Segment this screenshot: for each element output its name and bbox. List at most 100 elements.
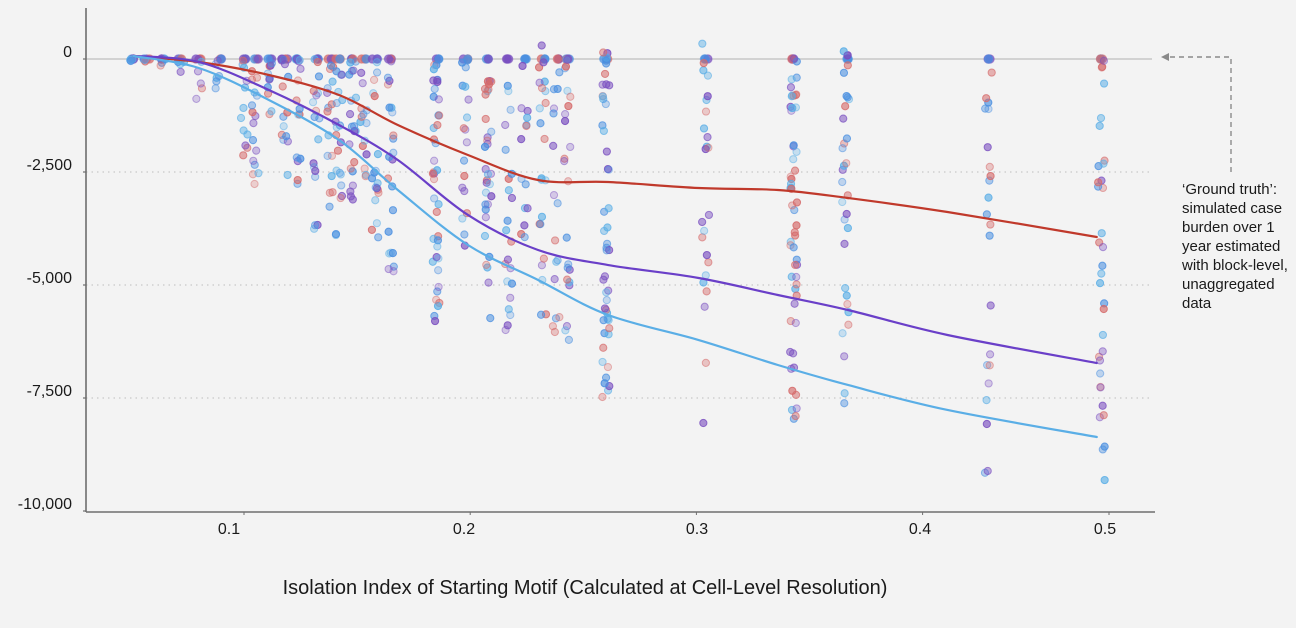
scatter-point (464, 95, 473, 104)
scatter-points (126, 39, 1109, 485)
scatter-point (839, 68, 849, 77)
scatter-point (704, 258, 713, 267)
scatter-point (336, 193, 345, 203)
scatter-point (384, 227, 393, 236)
scatter-point (523, 113, 532, 122)
scatter-point (358, 141, 367, 151)
scatter-point (239, 56, 248, 65)
scatter-point (278, 82, 287, 91)
scatter-point (248, 136, 258, 145)
scatter-point (462, 138, 471, 147)
scatter-point (374, 233, 383, 242)
scatter-point (600, 379, 609, 388)
scatter-point (126, 56, 135, 66)
scatter-point (843, 223, 852, 233)
scatter-point (790, 205, 799, 215)
scatter-point (537, 83, 547, 93)
scatter-point (564, 335, 573, 344)
scatter-point (432, 295, 441, 304)
scatter-point (389, 131, 398, 140)
scatter-point (430, 84, 439, 94)
scatter-point (701, 358, 710, 367)
scatter-point (432, 207, 441, 217)
scatter-point (326, 61, 336, 70)
scatter-point (560, 116, 570, 126)
scatter-point (323, 151, 332, 160)
trend-lines (132, 54, 1098, 439)
scatter-point (371, 183, 380, 192)
scatter-point (536, 119, 545, 128)
scatter-point (561, 326, 570, 335)
scatter-point (840, 399, 849, 408)
scatter-point (789, 141, 798, 150)
scatter-point (552, 54, 563, 64)
scatter-point (433, 242, 442, 251)
scatter-point (552, 257, 561, 266)
red-trend-line (132, 54, 1098, 239)
scatter-point (196, 79, 205, 88)
y-tick-label: -10,000 (18, 496, 72, 513)
scatter-point (503, 54, 514, 64)
scatter-point (698, 39, 707, 48)
scatter-point (699, 58, 708, 68)
scatter-point (462, 113, 472, 122)
scatter-point (842, 291, 851, 300)
scatter-point (430, 316, 440, 326)
scatter-point (566, 142, 575, 152)
scatter-point (541, 98, 550, 108)
scatter-point (236, 113, 246, 123)
scatter-point (537, 212, 547, 221)
scatter-point (1098, 242, 1108, 252)
scatter-point (388, 249, 397, 258)
scatter-point (504, 87, 513, 96)
scatter-point (1096, 383, 1105, 392)
scatter-point (314, 72, 324, 81)
scatter-point (357, 68, 366, 77)
scatter-point (458, 214, 467, 223)
scatter-point (325, 202, 334, 211)
scatter-point (1098, 261, 1107, 270)
scatter-point (792, 404, 801, 413)
scatter-point (550, 236, 560, 245)
scatter-point (359, 110, 368, 119)
scatter-point (156, 61, 165, 70)
scatter-point (788, 386, 797, 395)
scatter-point (700, 302, 709, 311)
scatter-point (197, 84, 207, 93)
scatter-point (986, 171, 995, 181)
scatter-point (986, 220, 995, 229)
scatter-point (789, 349, 798, 358)
scatter-point (487, 192, 496, 201)
scatter-point (601, 99, 610, 109)
scatter-point (841, 102, 850, 111)
scatter-point (241, 141, 250, 150)
scatter-point (982, 419, 991, 429)
scatter-point (536, 310, 546, 319)
scatter-point (487, 127, 496, 136)
scatter-point (699, 124, 709, 133)
scatter-point (346, 192, 355, 201)
scatter-point (1100, 475, 1109, 485)
scatter-point (239, 126, 248, 135)
scatter-point (503, 216, 512, 225)
arrowhead-icon (1161, 53, 1169, 61)
scatter-point (984, 104, 993, 114)
scatter-point (432, 252, 441, 262)
scatter-point (598, 80, 607, 89)
scatter-point (604, 204, 613, 213)
scatter-point (787, 92, 796, 101)
purple-trend-line (132, 54, 1098, 365)
scatter-point (283, 170, 292, 180)
scatter-point (1099, 159, 1108, 168)
scatter-point (792, 272, 801, 282)
scatter-point (840, 239, 849, 248)
x-tick-label: 0.2 (453, 521, 475, 538)
scatter-point (599, 316, 608, 325)
scatter-point (551, 314, 561, 323)
scatter-point (348, 181, 357, 190)
scatter-point (786, 316, 795, 326)
scatter-point (699, 418, 708, 428)
scatter-point (293, 175, 302, 185)
scatter-point (985, 162, 994, 171)
scatter-point (250, 179, 259, 189)
